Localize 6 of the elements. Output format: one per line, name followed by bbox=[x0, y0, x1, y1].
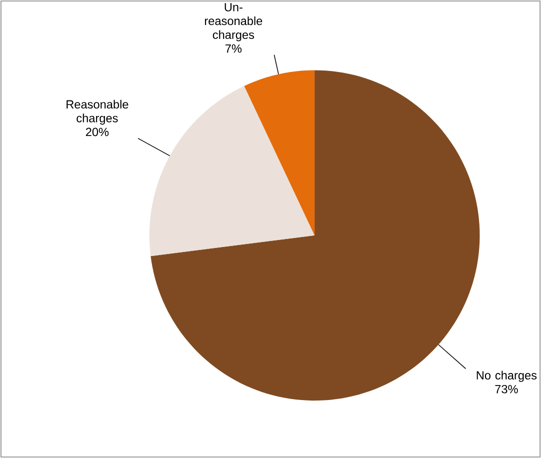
slice-label: Reasonable charges bbox=[66, 100, 128, 125]
slice-label: No charges bbox=[476, 370, 537, 382]
data-label: 20% bbox=[86, 128, 109, 136]
data-label: 73% bbox=[495, 384, 518, 394]
slice-label: Un-reasonable charges bbox=[204, 3, 262, 42]
data-label: 7% bbox=[226, 44, 242, 53]
